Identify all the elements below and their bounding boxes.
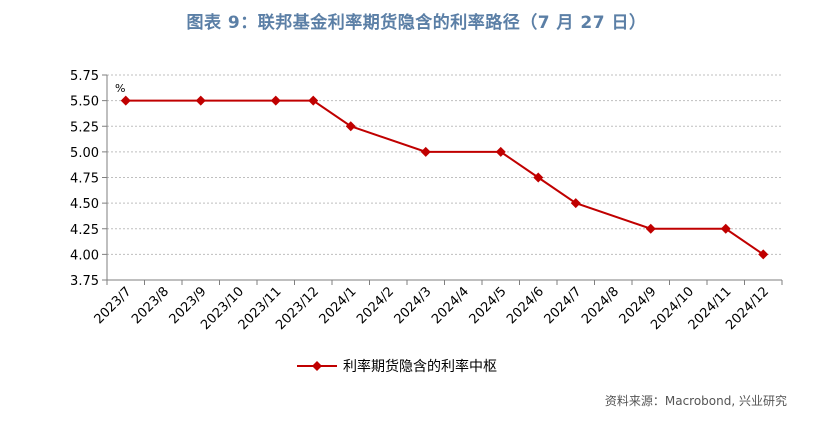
legend-label: 利率期货隐含的利率中枢 [343, 358, 497, 375]
legend-marker-swatch [312, 361, 322, 371]
y-tick-label: 3.75 [70, 274, 99, 289]
data-point-marker [645, 223, 656, 234]
legend: 利率期货隐含的利率中枢 [297, 358, 497, 375]
series-line [120, 95, 769, 260]
y-tick-label: 4.25 [70, 223, 99, 238]
y-unit-label: % [115, 82, 125, 95]
data-point-marker [308, 95, 319, 106]
y-tick-label: 4.50 [70, 197, 99, 212]
x-tick-label: 2024/2 [354, 284, 397, 327]
x-tick-label: 2024/5 [467, 284, 510, 327]
y-tick-label: 5.25 [70, 120, 99, 135]
data-point-marker [570, 198, 581, 209]
source-note: 资料来源：Macrobond, 兴业研究 [604, 394, 787, 408]
y-axis-ticks: 3.75 4.00 4.25 4.50 4.75 5.00 5.25 5.50 5.75 [70, 69, 107, 289]
data-point-marker [720, 223, 731, 234]
data-point-marker [345, 121, 356, 132]
data-point-marker [758, 249, 769, 260]
x-tick-label: 2024/7 [542, 284, 585, 327]
data-point-marker [120, 95, 131, 106]
x-tick-label: 2024/1 [317, 284, 360, 327]
x-tick-label: 2024/6 [504, 284, 547, 327]
x-axis-ticks: 2023/72023/82023/92023/102023/112023/122… [92, 280, 783, 333]
chart-title: 图表 9：联邦基金利率期货隐含的利率路径（7 月 27 日） [186, 13, 647, 33]
data-point-marker [420, 146, 431, 157]
data-point-marker [495, 146, 506, 157]
x-tick-label: 2023/8 [129, 284, 172, 327]
y-tick-label: 4.00 [70, 248, 99, 263]
y-tick-label: 4.75 [70, 172, 99, 187]
x-tick-label: 2023/7 [92, 284, 135, 327]
x-tick-label: 2024/3 [392, 284, 435, 327]
data-point-marker [195, 95, 206, 106]
y-tick-label: 5.00 [70, 146, 99, 161]
series-polyline [125, 99, 764, 256]
x-tick-label: 2024/4 [429, 284, 472, 327]
data-point-marker [270, 95, 281, 106]
data-point-marker [533, 172, 544, 183]
y-tick-label: 5.50 [70, 95, 99, 110]
gridlines [107, 74, 782, 255]
x-tick-label: 2024/8 [579, 284, 622, 327]
y-tick-label: 5.75 [70, 69, 99, 84]
